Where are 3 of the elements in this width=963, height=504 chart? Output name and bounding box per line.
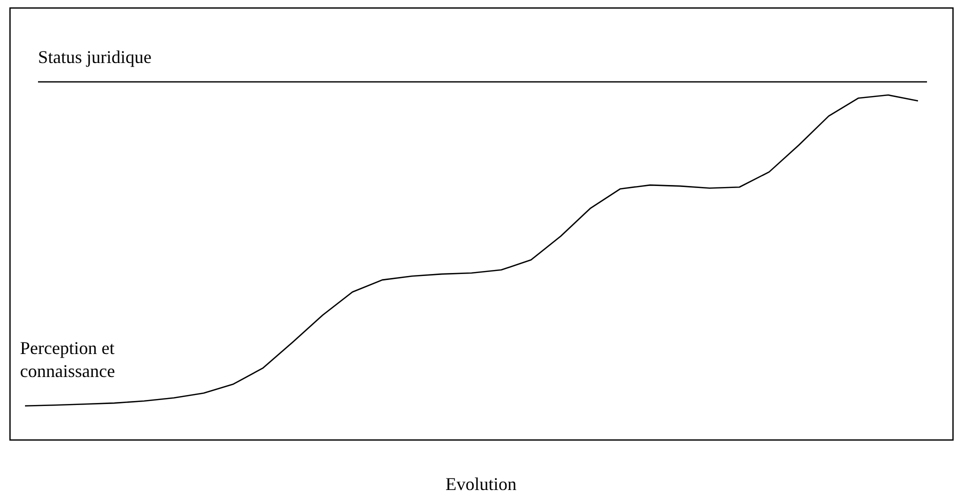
- x-axis-title: Evolution: [446, 474, 516, 494]
- series-label: Perception et connaissance: [20, 338, 115, 381]
- ref-line-label: Status juridique: [38, 46, 152, 67]
